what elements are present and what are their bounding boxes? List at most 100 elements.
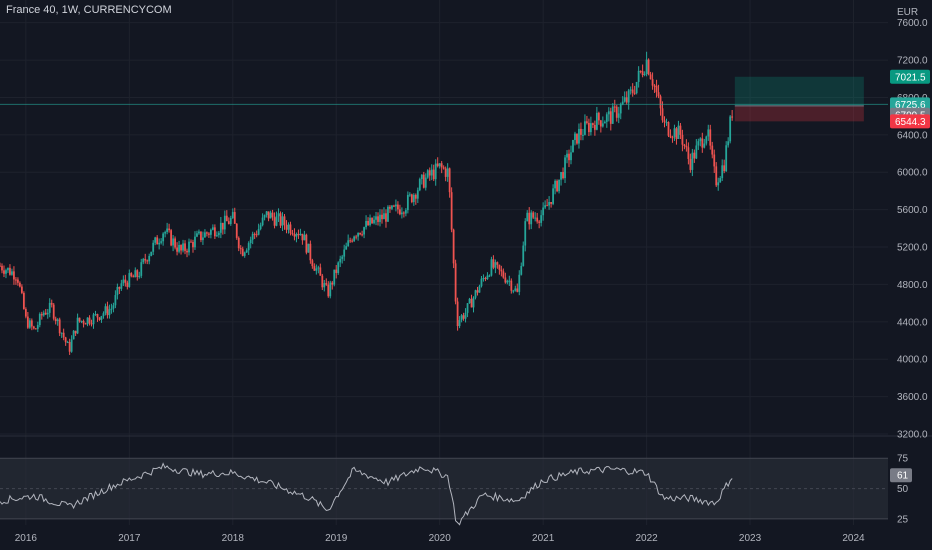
candle-body — [128, 273, 131, 287]
candle-body — [202, 237, 204, 241]
candle-body — [108, 309, 111, 316]
candle-body — [213, 227, 216, 237]
time-tick-label: 2017 — [118, 533, 141, 544]
candle-body — [562, 172, 564, 179]
candle-body — [74, 330, 77, 334]
candle-body — [480, 278, 483, 287]
candle-body — [603, 121, 606, 124]
candle-body — [410, 194, 413, 203]
candle-body — [148, 255, 151, 262]
candle-body — [110, 308, 113, 310]
candle-body — [88, 317, 91, 324]
candle-body — [176, 247, 178, 252]
time-tick-label: 2016 — [15, 533, 38, 544]
candle-body — [223, 215, 226, 230]
price-candles — [0, 51, 734, 355]
candle-body — [693, 152, 696, 159]
candle-body — [518, 274, 521, 292]
candle-body — [379, 214, 381, 222]
stop-price-label: 6544.3 — [895, 117, 926, 128]
candle-body — [100, 316, 103, 320]
candle-body — [138, 275, 141, 277]
candle-body — [385, 213, 387, 222]
candle-body — [667, 122, 670, 136]
candle-body — [13, 271, 15, 280]
candle-body — [295, 233, 298, 237]
loss-zone[interactable] — [734, 105, 864, 122]
candle-body — [160, 241, 163, 243]
candle-body — [343, 249, 346, 257]
time-tick-label: 2022 — [635, 533, 658, 544]
candle-body — [464, 312, 467, 319]
candle-body — [188, 241, 190, 253]
candle-body — [182, 243, 184, 251]
candle-body — [263, 215, 266, 218]
candle-body — [289, 224, 292, 234]
candle-body — [643, 74, 646, 76]
candle-body — [38, 314, 41, 326]
candle-body — [70, 339, 73, 352]
candle-body — [729, 116, 732, 142]
candle-body — [1, 265, 3, 271]
candle-body — [663, 120, 666, 123]
candle-body — [215, 235, 218, 237]
candle-body — [424, 177, 427, 188]
time-axis[interactable]: 2016 2017 2018 2019 2020 2021 2022 2023 2024 — [15, 533, 865, 544]
candle-body — [502, 271, 505, 278]
candle-body — [245, 250, 248, 253]
candle-body — [387, 206, 389, 222]
candle-body — [247, 243, 250, 251]
rsi-tick-label: 75 — [897, 454, 909, 465]
candle-body — [317, 267, 320, 269]
candle-body — [416, 190, 419, 199]
candle-body — [96, 314, 99, 318]
candle-body — [532, 212, 535, 218]
candle-body — [104, 306, 107, 314]
candle-body — [402, 212, 405, 214]
candle-body — [572, 140, 574, 153]
candle-body — [301, 233, 304, 241]
candle-body — [550, 202, 553, 204]
candle-body — [5, 270, 7, 274]
candle-body — [494, 262, 497, 268]
candle-body — [192, 242, 194, 248]
candle-body — [283, 216, 286, 225]
candle-body — [172, 238, 174, 246]
candle-body — [142, 258, 145, 263]
candle-body — [673, 128, 676, 138]
candle-body — [54, 318, 57, 322]
candle-body — [257, 228, 260, 235]
candle-body — [170, 230, 173, 246]
candle-body — [492, 259, 495, 268]
candle-body — [436, 163, 439, 167]
candle-body — [367, 221, 369, 226]
candle-body — [482, 278, 485, 280]
candle-body — [705, 136, 708, 144]
chart-title[interactable]: France 40, 1W, CURRENCYCOM — [6, 4, 172, 16]
candle-body — [158, 242, 161, 245]
candle-body — [422, 174, 425, 188]
candle-body — [438, 163, 441, 167]
candle-body — [391, 205, 393, 209]
profit-zone[interactable] — [734, 76, 864, 106]
candle-body — [623, 97, 626, 102]
candle-body — [536, 217, 539, 222]
candle-body — [486, 275, 489, 280]
candle-body — [635, 81, 638, 94]
candle-body — [504, 277, 507, 283]
candle-body — [381, 214, 383, 220]
candle-body — [52, 304, 55, 319]
rsi-line — [0, 462, 733, 526]
candle-body — [249, 239, 252, 244]
rsi-tick-label: 25 — [897, 514, 909, 525]
candle-body — [639, 70, 642, 72]
candle-body — [144, 258, 147, 261]
candle-body — [691, 152, 694, 170]
candle-body — [595, 112, 598, 130]
long-position-tool[interactable] — [734, 76, 864, 122]
candle-body — [681, 134, 684, 145]
candle-body — [554, 180, 556, 189]
candle-body — [267, 211, 270, 219]
candle-body — [309, 243, 312, 261]
